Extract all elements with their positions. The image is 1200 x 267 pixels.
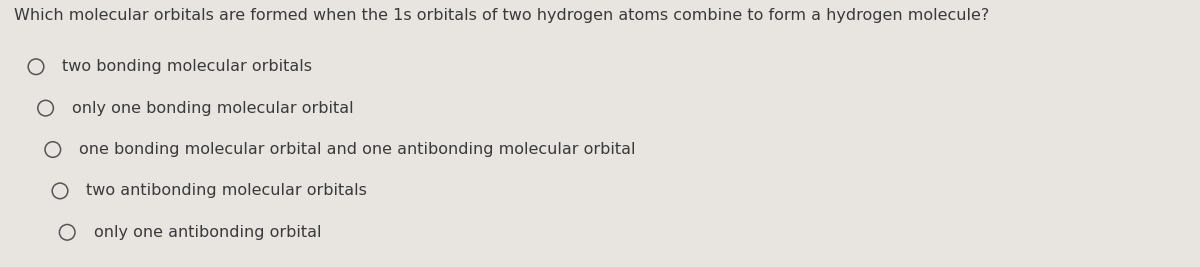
Text: two antibonding molecular orbitals: two antibonding molecular orbitals	[86, 183, 367, 198]
Text: one bonding molecular orbital and one antibonding molecular orbital: one bonding molecular orbital and one an…	[79, 142, 636, 157]
Text: Which molecular orbitals are formed when the 1s orbitals of two hydrogen atoms c: Which molecular orbitals are formed when…	[14, 8, 990, 23]
Text: only one antibonding orbital: only one antibonding orbital	[94, 225, 322, 240]
Text: two bonding molecular orbitals: two bonding molecular orbitals	[62, 59, 312, 74]
Text: only one bonding molecular orbital: only one bonding molecular orbital	[72, 101, 354, 116]
